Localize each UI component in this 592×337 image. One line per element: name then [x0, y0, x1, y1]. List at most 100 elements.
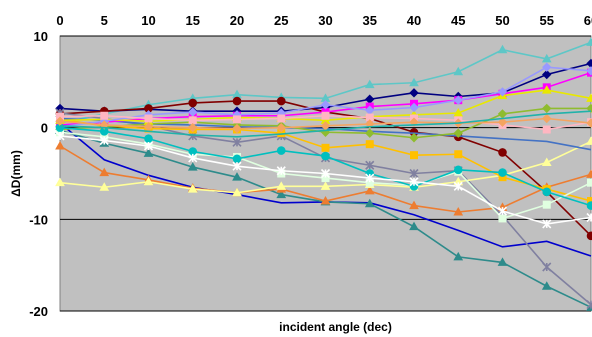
data-point: [409, 88, 419, 98]
data-point: [320, 100, 331, 110]
data-point: [541, 157, 552, 166]
data-point: [541, 53, 552, 63]
x-tick-labels: 0 5 10 15 20 25 30 35 40 45 50 55 60: [56, 13, 592, 28]
data-point: [144, 114, 153, 123]
data-point: [276, 166, 286, 176]
data-point: [586, 136, 592, 145]
series-16: [55, 123, 592, 210]
data-point: [187, 184, 198, 193]
data-point: [542, 62, 552, 72]
data-point: [188, 122, 198, 133]
data-point: [365, 140, 374, 149]
data-point: [586, 300, 592, 310]
data-point: [320, 181, 331, 190]
x-axis-label: incident angle (dec): [279, 320, 392, 334]
data-point: [453, 251, 464, 261]
data-point: [542, 113, 552, 124]
data-point: [144, 134, 153, 143]
data-point: [99, 182, 110, 191]
data-point: [586, 118, 592, 128]
data-point: [541, 85, 552, 94]
data-point: [410, 151, 418, 160]
data-point: [365, 128, 375, 138]
data-point: [586, 201, 592, 210]
data-point: [55, 131, 65, 141]
data-point: [188, 98, 198, 108]
data-point: [409, 200, 419, 210]
series-5: [55, 125, 592, 311]
data-point: [100, 111, 109, 120]
y-tick-label: -20: [29, 304, 48, 319]
data-point: [99, 167, 110, 177]
data-point: [409, 102, 419, 113]
data-point: [541, 281, 552, 290]
data-point: [542, 219, 552, 229]
series-20: [59, 110, 592, 138]
data-point: [542, 200, 551, 209]
series-layer: [55, 37, 592, 311]
data-point: [232, 137, 242, 147]
data-point: [232, 123, 242, 134]
data-point: [320, 195, 331, 205]
y-tick-label: 0: [41, 121, 48, 136]
data-point: [453, 206, 464, 216]
y-tick-label: 10: [34, 29, 48, 44]
data-point: [586, 169, 592, 178]
data-point: [498, 168, 507, 177]
data-point: [365, 160, 375, 170]
data-point: [232, 161, 242, 171]
data-point: [232, 187, 242, 197]
data-point: [542, 262, 552, 272]
x-tick-label: 25: [274, 13, 288, 28]
data-point: [276, 189, 287, 199]
data-point: [99, 120, 109, 130]
data-point: [99, 135, 109, 146]
data-point: [497, 117, 508, 127]
data-point: [55, 140, 65, 150]
data-point: [409, 177, 419, 187]
data-point: [232, 172, 242, 181]
x-tick-label: 40: [407, 13, 421, 28]
data-point: [320, 168, 331, 179]
data-point: [321, 111, 330, 120]
data-point: [55, 116, 65, 126]
data-point: [453, 128, 463, 138]
data-point: [55, 177, 65, 187]
data-point: [453, 107, 464, 117]
x-tick-label: 20: [230, 13, 244, 28]
data-point: [542, 187, 552, 197]
y-tick-label: -10: [29, 212, 48, 227]
data-point: [454, 150, 463, 159]
data-point: [587, 178, 592, 187]
data-point: [232, 96, 242, 106]
data-point: [586, 37, 592, 46]
data-point: [409, 221, 419, 231]
data-point: [276, 146, 286, 155]
data-point: [277, 114, 286, 123]
data-point: [321, 151, 330, 161]
y-axis-label: ΔD(mm): [9, 150, 23, 197]
data-point: [453, 165, 463, 175]
data-point: [586, 212, 592, 223]
data-point: [453, 181, 463, 191]
data-point: [409, 168, 419, 179]
data-point: [276, 96, 286, 106]
x-tick-label: 50: [495, 13, 509, 28]
x-tick-label: 10: [141, 13, 155, 28]
data-point: [364, 185, 375, 195]
data-point: [542, 103, 552, 114]
data-point: [365, 173, 375, 183]
data-point: [276, 181, 287, 190]
data-point: [453, 95, 463, 105]
data-point: [188, 116, 197, 125]
data-point: [542, 69, 552, 80]
data-point: [364, 79, 375, 89]
data-point: [586, 93, 592, 102]
data-point: [497, 206, 508, 216]
x-tick-label: 30: [318, 13, 332, 28]
data-point: [364, 198, 375, 208]
data-point: [497, 87, 508, 97]
data-point: [498, 214, 507, 223]
data-point: [188, 107, 198, 117]
